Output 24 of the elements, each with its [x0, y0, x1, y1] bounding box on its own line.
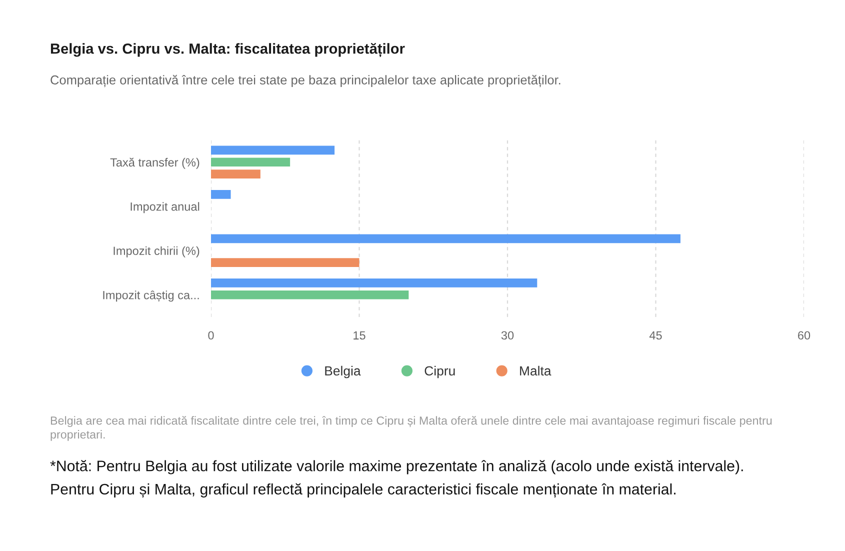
y-tick-label: Impozit câștig ca...	[103, 290, 199, 302]
y-tick-label: Taxă transfer (%)	[110, 158, 200, 169]
bar	[211, 146, 335, 155]
y-tick-label: Impozit anual	[130, 202, 200, 214]
bar	[211, 278, 538, 288]
x-tick-label: 15	[354, 331, 366, 340]
legend-label: Malta	[520, 366, 552, 376]
x-tick-label: 45	[649, 331, 662, 340]
legend-label: Belgia	[325, 366, 361, 378]
legend-label: Cipru	[424, 366, 455, 378]
bar	[211, 290, 409, 300]
x-tick-label: 30	[501, 331, 514, 340]
y-tick-label: Impozit chirii (%)	[114, 246, 200, 258]
bar	[211, 234, 680, 244]
bar	[211, 190, 231, 199]
text: *Notă: Pentru Belgia au fost utilizate valorile maxime prezentate în analiză (acolo unde există intervale). Pentru Cipru și Malta, graficul reflectă principalele caracteristici fiscale menționate în material.	[50, 460, 743, 498]
bar	[211, 170, 260, 178]
bar	[211, 158, 290, 167]
chart-subtitle: Comparație orientativă între cele trei state pe baza principalelor taxe aplicate proprietăților.	[50, 74, 560, 88]
text: Belgia are cea mai ridicată fiscalitate dintre cele trei, în timp ce Cipru și Malta oferă unele dintre cele mai avantajoase regimuri fiscale pentru proprietari.	[50, 416, 772, 441]
bar	[211, 258, 360, 267]
x-tick-label: 0	[208, 331, 214, 340]
chart-title: Belgia vs. Cipru vs. Malta: fiscalitatea proprietăților	[50, 42, 405, 58]
x-tick-label: 60	[798, 331, 810, 340]
